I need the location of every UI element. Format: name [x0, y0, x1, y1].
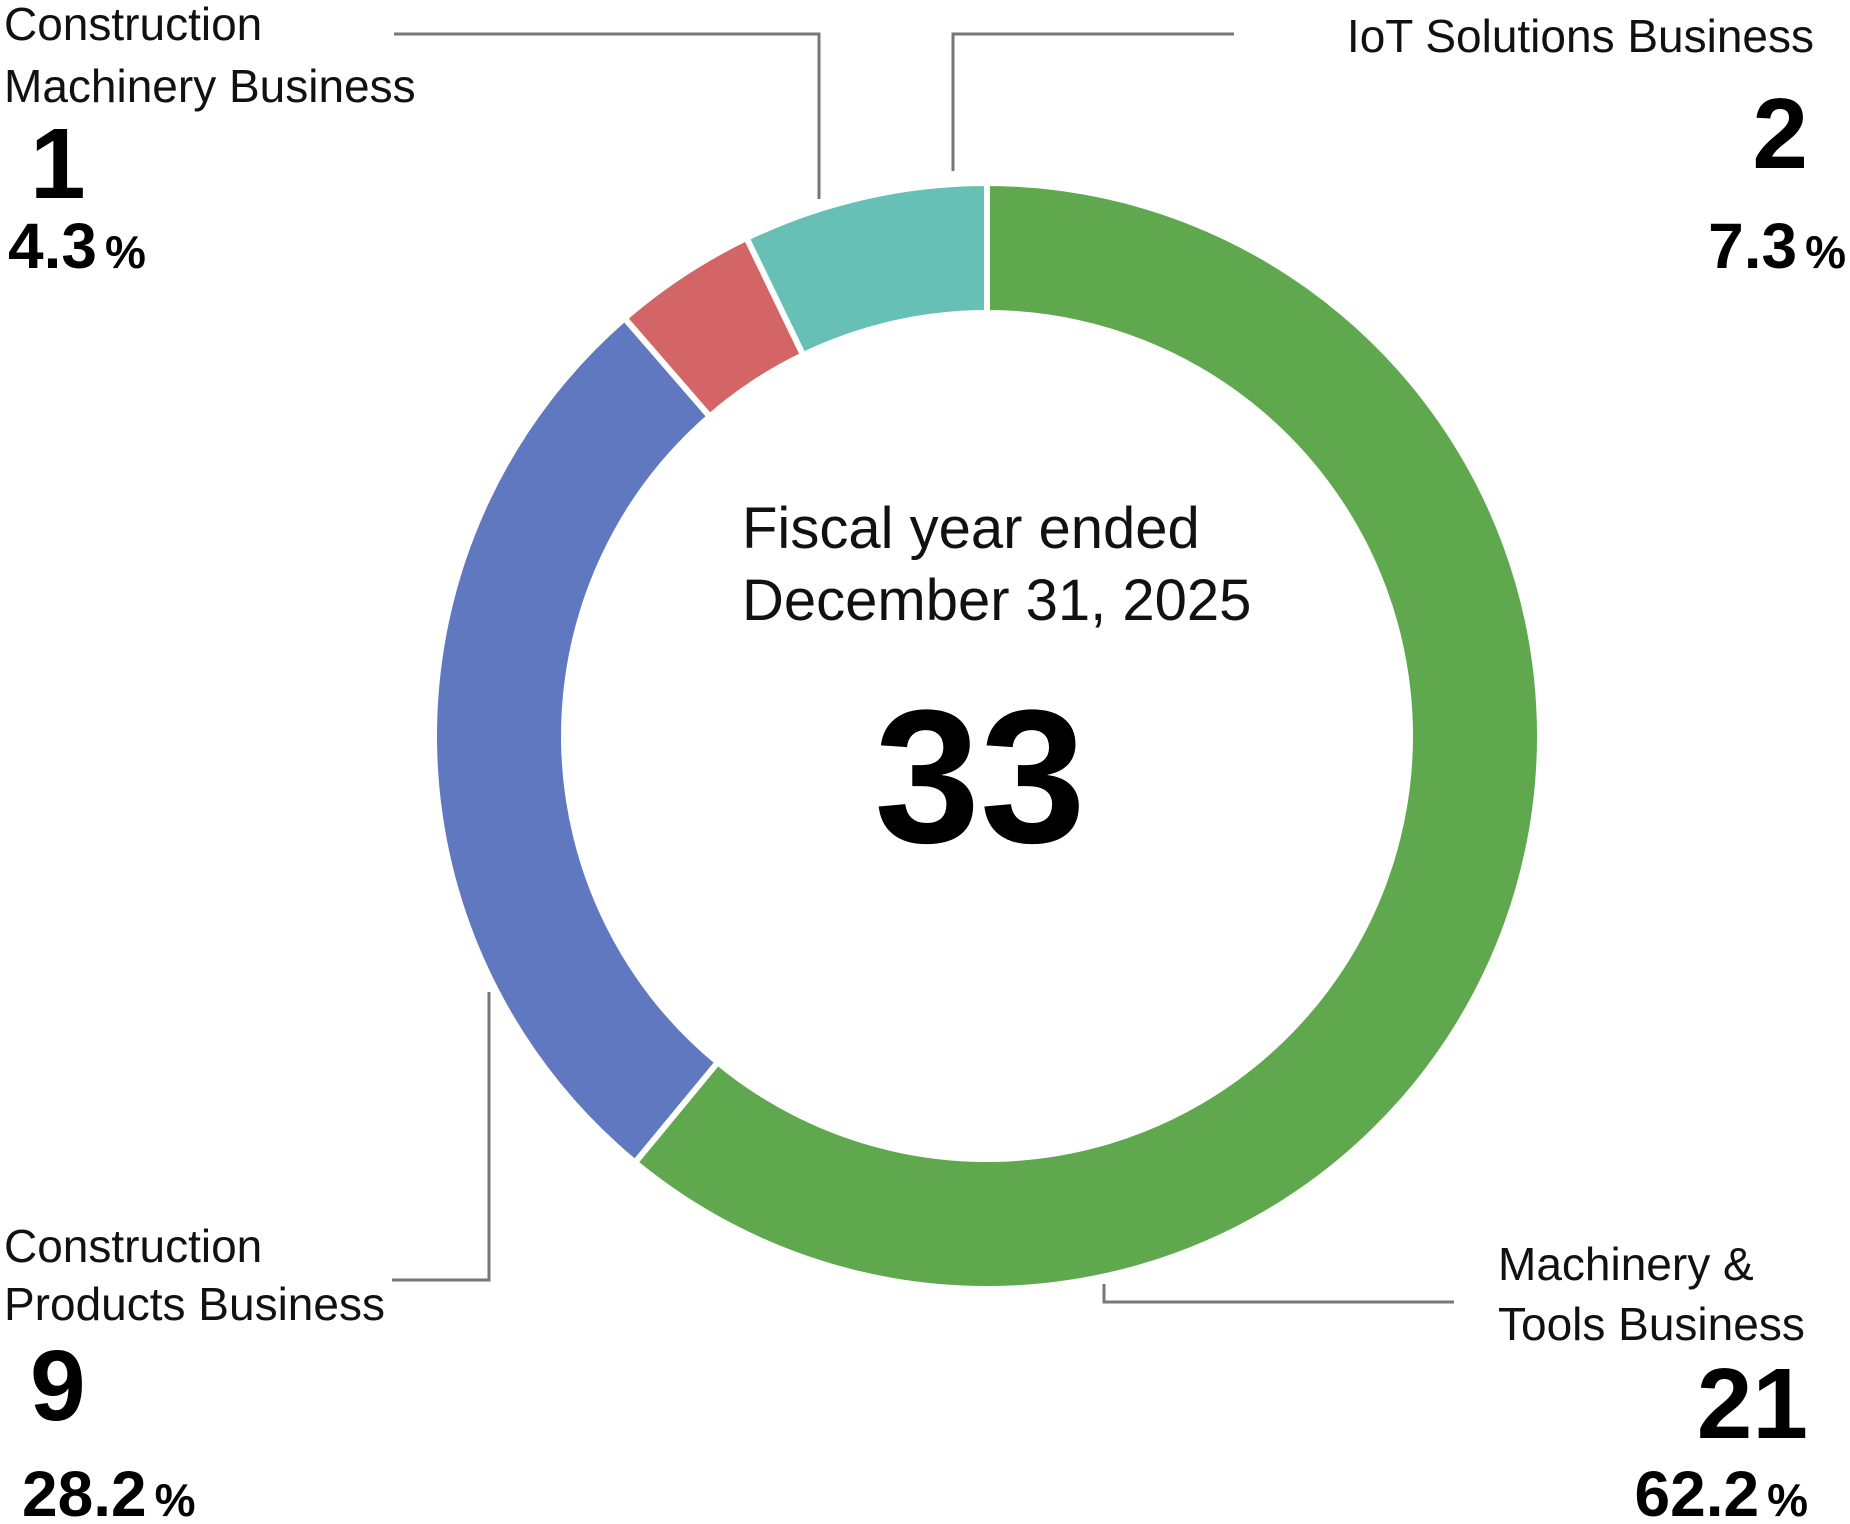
slice-iot-solutions-business	[743, 180, 990, 359]
segment-label-construction-machinery-business-line-1: Construction	[4, 0, 262, 50]
segment-label-construction-products-business-line-2: Products Business	[4, 1278, 385, 1330]
segment-count-construction-machinery-business: 1	[30, 108, 86, 220]
segment-percent-iot-solutions-business: 7.3%	[1708, 210, 1846, 282]
donut-slices	[431, 180, 1543, 1292]
leader-line-machinery-tools-business	[1102, 1284, 1454, 1304]
label-group-iot-solutions-business: IoT Solutions Business 2 7.3%	[1347, 10, 1846, 282]
center-line-2: December 31, 2025	[742, 568, 1251, 633]
leader-line-iot-solutions-business	[951, 32, 1234, 171]
segment-label-construction-products-business-line-1: Construction	[4, 1220, 262, 1272]
center-label: Fiscal year ended December 31, 2025 33	[742, 496, 1251, 883]
segment-percent-machinery-tools-business: 62.2%	[1635, 1458, 1808, 1524]
segment-percent-construction-products-business: 28.2%	[22, 1458, 195, 1524]
segment-label-machinery-tools-business-line-1: Machinery &	[1498, 1238, 1754, 1290]
center-line-1: Fiscal year ended	[742, 496, 1200, 561]
segment-label-iot-solutions-business-line-1: IoT Solutions Business	[1347, 10, 1814, 62]
segment-label-machinery-tools-business-line-2: Tools Business	[1498, 1298, 1805, 1350]
segment-count-iot-solutions-business: 2	[1752, 78, 1808, 190]
leader-line-construction-products-business	[392, 992, 491, 1282]
leader-line-construction-machinery-business	[394, 32, 821, 199]
segment-count-construction-products-business: 9	[30, 1330, 86, 1442]
center-total: 33	[874, 671, 1085, 883]
segment-label-construction-machinery-business-line-2: Machinery Business	[4, 60, 416, 112]
slice-machinery-tools-business	[632, 180, 1543, 1292]
slice-construction-products-business	[431, 315, 721, 1166]
segment-count-machinery-tools-business: 21	[1697, 1348, 1808, 1460]
segment-percent-construction-machinery-business: 4.3%	[8, 210, 146, 282]
leader-lines	[392, 32, 1454, 1304]
